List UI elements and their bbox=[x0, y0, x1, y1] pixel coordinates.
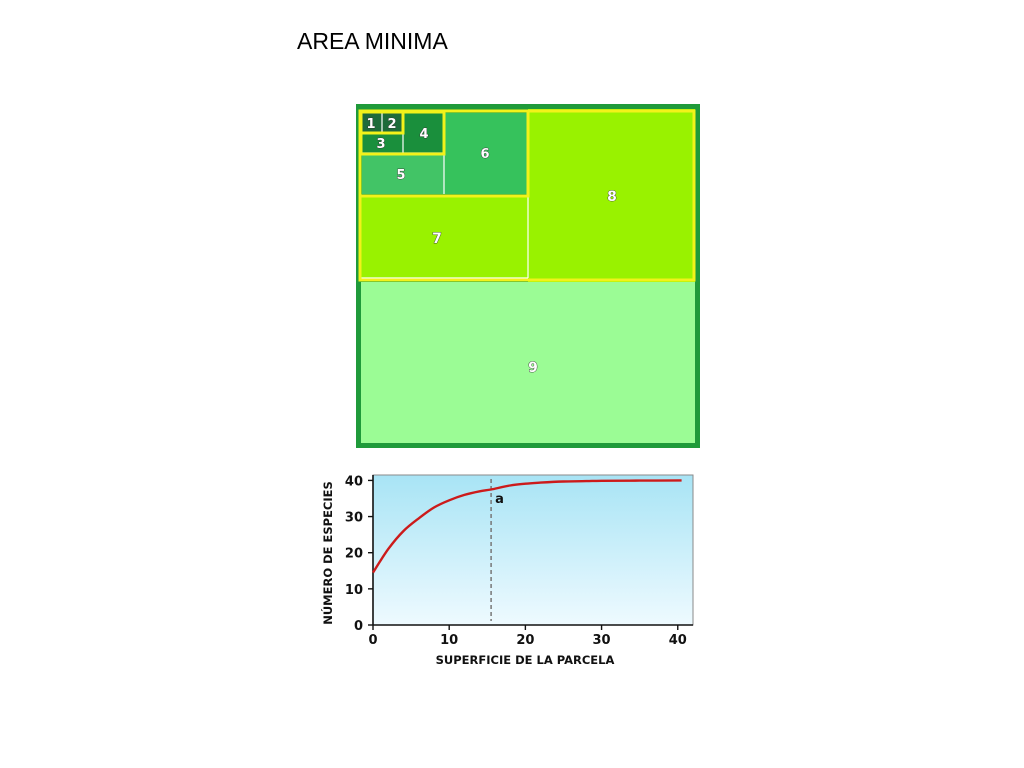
plot-8 bbox=[528, 109, 695, 282]
plot-label-8: 8 bbox=[607, 189, 617, 205]
plot-4 bbox=[403, 113, 444, 153]
plot-1 bbox=[362, 113, 382, 133]
y-tick-label: 30 bbox=[345, 511, 363, 526]
plot-2 bbox=[382, 113, 402, 133]
x-axis-title: SUPERFICIE DE LA PARCELA bbox=[436, 653, 615, 667]
plot-label-1: 1 bbox=[366, 117, 375, 132]
plot-label-7: 7 bbox=[432, 231, 442, 247]
highlight-outlines bbox=[358, 109, 696, 282]
plot-5 bbox=[362, 153, 444, 194]
nested-plots-diagram: 1 2 3 4 5 6 7 8 9 bbox=[356, 104, 700, 448]
plot-label-2: 2 bbox=[387, 117, 396, 132]
plot-3 bbox=[362, 133, 403, 153]
y-axis-title: NÚMERO DE ESPECIES bbox=[320, 481, 335, 625]
chart-ticks: 0 10 20 30 40 0 10 20 30 40 bbox=[345, 474, 687, 648]
y-tick-label: 20 bbox=[345, 547, 363, 562]
x-tick-label: 30 bbox=[593, 633, 611, 648]
plot-label-9: 9 bbox=[528, 360, 538, 376]
x-tick-label: 0 bbox=[368, 633, 377, 648]
plot-6 bbox=[444, 113, 527, 194]
x-tick-label: 40 bbox=[669, 633, 687, 648]
y-tick-label: 0 bbox=[354, 619, 363, 634]
chart-plot-area bbox=[372, 474, 694, 626]
plot-label-6: 6 bbox=[480, 147, 489, 162]
series-line bbox=[371, 479, 682, 574]
plot-label-3: 3 bbox=[376, 137, 385, 152]
slide-title: AREA MINIMA bbox=[297, 28, 448, 54]
plot-9 bbox=[361, 282, 695, 443]
annotation-label: a bbox=[495, 492, 504, 507]
x-tick-label: 20 bbox=[516, 633, 534, 648]
plot-7 bbox=[361, 196, 528, 278]
species-area-chart: 0 10 20 30 40 0 10 20 30 40 a SUPERFICIE DE LA PA… bbox=[320, 474, 694, 667]
x-tick-label: 10 bbox=[440, 633, 458, 648]
y-tick-label: 40 bbox=[345, 474, 363, 489]
y-tick-label: 10 bbox=[345, 583, 363, 598]
chart-axes bbox=[372, 475, 693, 626]
plot-label-4: 4 bbox=[419, 127, 428, 142]
plot-label-5: 5 bbox=[396, 168, 405, 183]
